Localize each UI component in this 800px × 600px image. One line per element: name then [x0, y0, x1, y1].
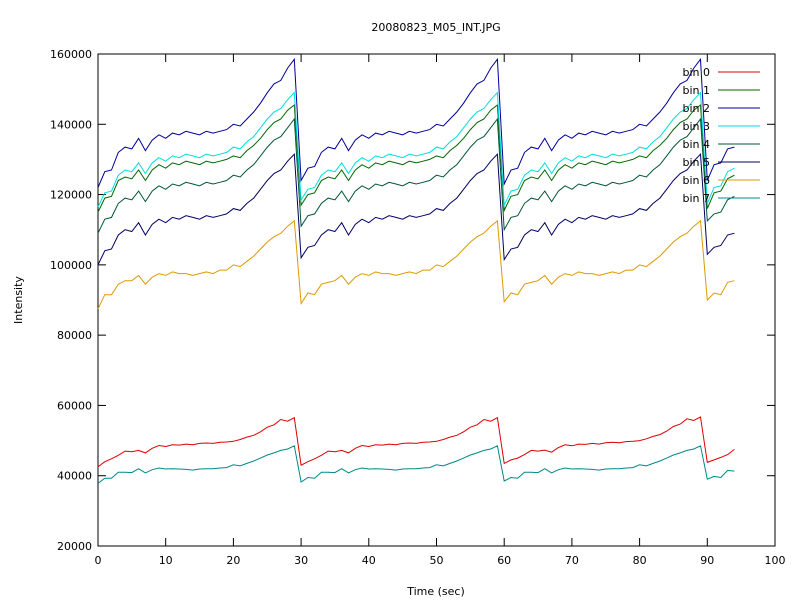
x-tick-label: 70 [565, 554, 579, 567]
series-line-bin-5 [97, 153, 735, 266]
x-tick-label: 40 [362, 554, 376, 567]
y-tick-label: 120000 [50, 189, 92, 202]
series-line-bin-1 [97, 104, 735, 213]
axis-ticks: 0 10 20 30 40 50 60 70 80 90 100 20000 40000 60000 800… [50, 48, 786, 567]
y-tick-label: 60000 [57, 399, 92, 412]
x-tick-label: 0 [95, 554, 102, 567]
y-tick-label: 40000 [57, 470, 92, 483]
legend-label: bin 0 [682, 66, 710, 79]
legend-label: bin 7 [682, 192, 710, 205]
x-tick-label: 50 [430, 554, 444, 567]
legend-label: bin 3 [682, 120, 710, 133]
series-line-bin-3 [97, 91, 735, 208]
legend-label: bin 2 [682, 102, 710, 115]
legend-label: bin 6 [682, 174, 710, 187]
series-layer [97, 57, 735, 484]
x-tick-label: 60 [497, 554, 511, 567]
plot-frame [97, 53, 776, 547]
y-tick-label: 20000 [57, 540, 92, 553]
x-axis-label: Time (sec) [406, 585, 465, 598]
y-tick-label: 100000 [50, 259, 92, 272]
legend-label: bin 4 [682, 138, 710, 151]
series-line-bin-2 [97, 57, 735, 188]
series-line-bin-0 [97, 416, 735, 468]
y-tick-label: 80000 [57, 329, 92, 342]
legend: bin 0 bin 1 bin 2 bin 3 bin 4 bin 5 bin 6 bin 7 [682, 66, 760, 205]
x-tick-label: 90 [700, 554, 714, 567]
y-tick-label: 160000 [50, 48, 92, 61]
chart-title: 20080823_M05_INT.JPG [371, 21, 500, 34]
x-tick-label: 30 [294, 554, 308, 567]
legend-label: bin 5 [682, 156, 710, 169]
x-tick-label: 80 [633, 554, 647, 567]
y-tick-label: 140000 [50, 118, 92, 131]
series-line-bin-7 [97, 445, 735, 484]
x-tick-label: 100 [765, 554, 786, 567]
legend-label: bin 1 [682, 84, 710, 97]
y-axis-label: Intensity [12, 276, 25, 324]
x-tick-label: 10 [159, 554, 173, 567]
series-line-bin-6 [97, 219, 735, 310]
series-line-bin-4 [97, 117, 735, 234]
plot-border [97, 53, 776, 547]
x-tick-label: 20 [226, 554, 240, 567]
